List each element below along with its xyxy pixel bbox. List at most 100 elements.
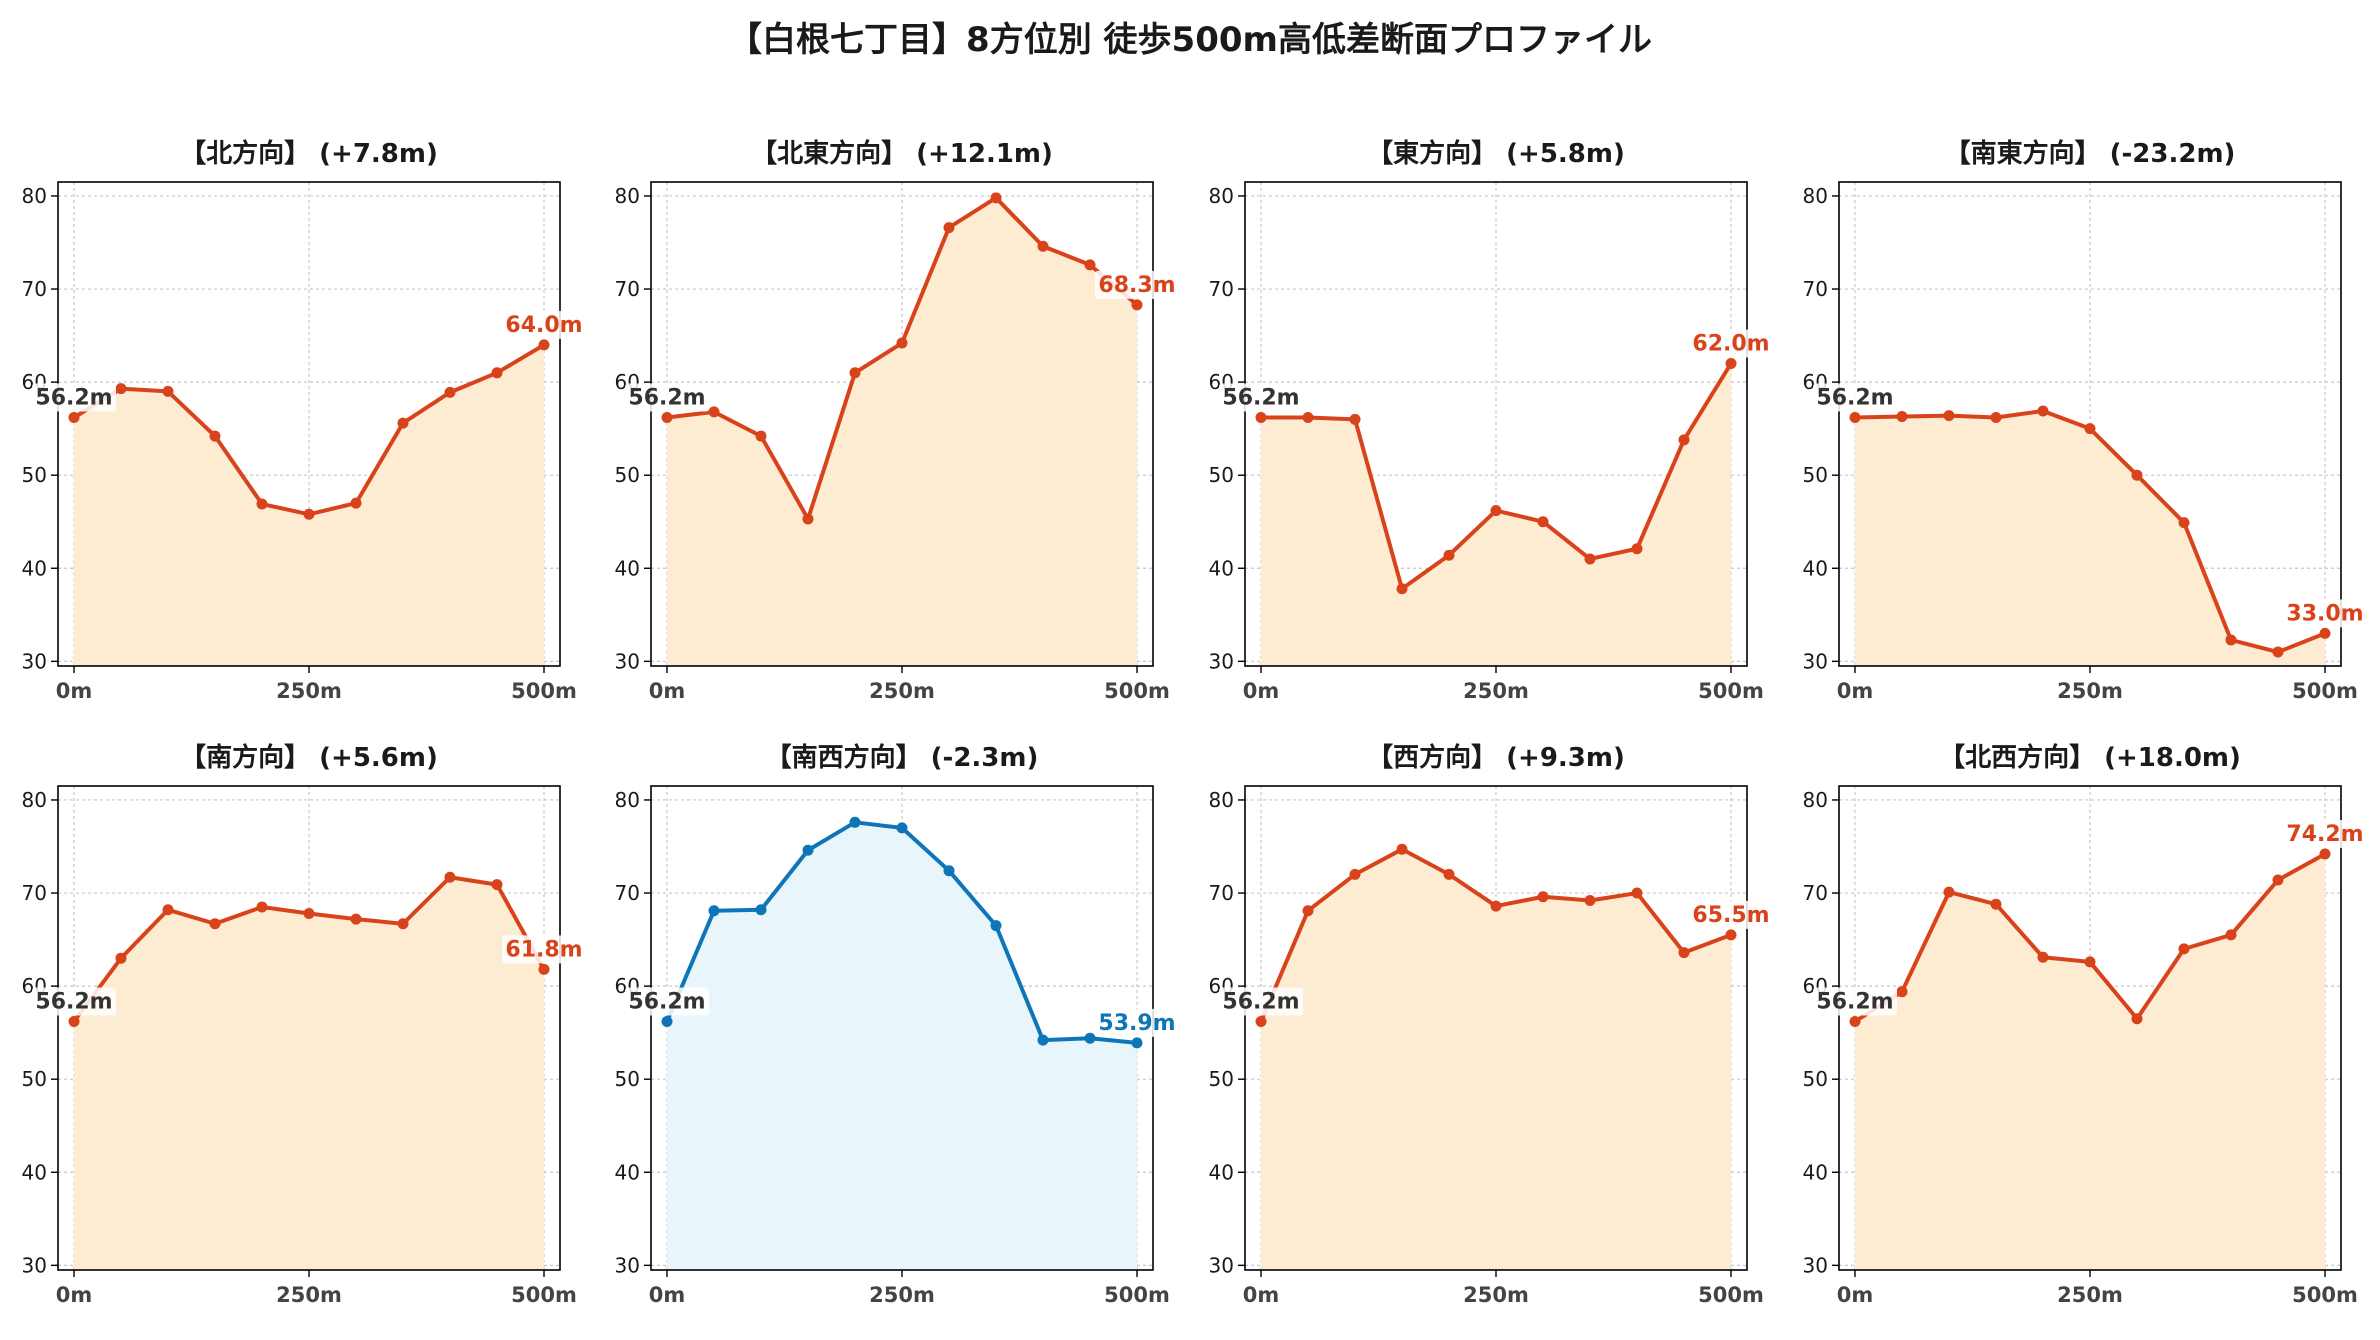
data-point [303,508,315,520]
x-tick-label: 500m [511,1283,577,1307]
y-tick-label: 40 [1803,556,1828,580]
end-label-box [1095,270,1179,299]
data-point [802,844,814,856]
y-tick-label: 40 [1803,1160,1828,1184]
data-point [708,406,720,418]
data-point [1725,929,1737,941]
data-point [2037,951,2049,963]
chart-title: 【東方向】 (+5.8m) [1367,138,1625,169]
x-tick-label: 250m [276,1283,342,1307]
data-point [1584,553,1596,565]
area-fill [74,344,544,666]
data-point [68,411,80,423]
end-label: 65.5m [1692,903,1769,928]
end-label-box [1095,1008,1179,1037]
data-point [209,918,221,930]
data-point [755,430,767,442]
data-point [1255,1015,1267,1027]
x-tick-label: 0m [56,679,93,703]
start-label: 56.2m [35,385,112,410]
data-point [115,952,127,964]
data-point [2272,874,2284,886]
data-point [1678,947,1690,959]
data-point [2319,627,2331,639]
start-label: 56.2m [1222,385,1299,410]
data-point [1302,411,1314,423]
y-tick-label: 70 [1209,881,1234,905]
y-tick-label: 40 [22,1160,47,1184]
x-tick-label: 0m [1243,679,1280,703]
data-point [1490,900,1502,912]
y-tick-label: 70 [22,277,47,301]
start-label-box [1813,987,1897,1016]
x-tick-label: 500m [1104,679,1170,703]
x-tick-label: 500m [511,679,577,703]
data-point [755,904,767,916]
end-label-box [2283,599,2367,628]
area-fill [1855,410,2325,666]
y-tick-label: 80 [1209,184,1234,208]
start-label: 56.2m [1222,989,1299,1014]
x-tick-label: 500m [1698,1283,1764,1307]
start-label: 56.2m [1816,989,1893,1014]
area-fill [74,877,544,1270]
data-point [256,498,268,510]
data-point [990,920,1002,932]
start-label-box [32,987,116,1016]
chart-title: 【南西方向】 (-2.3m) [766,742,1039,773]
data-point [1131,1037,1143,1049]
y-tick-label: 80 [1803,788,1828,812]
data-point [491,367,503,379]
y-tick-label: 70 [615,881,640,905]
data-point [1990,411,2002,423]
y-tick-label: 40 [615,556,640,580]
data-point [1131,299,1143,311]
data-point [1678,434,1690,446]
data-point [1537,891,1549,903]
data-point [2084,423,2096,435]
y-tick-label: 30 [22,649,47,673]
y-tick-label: 70 [22,881,47,905]
data-point [162,385,174,397]
end-label: 68.3m [1098,273,1175,298]
end-label-box [1689,900,1773,929]
data-point [661,411,673,423]
end-label-box [502,310,586,339]
area-fill [667,197,1137,667]
y-tick-label: 50 [22,1067,47,1091]
data-point [2272,646,2284,658]
x-tick-label: 500m [2292,679,2358,703]
data-point [68,1015,80,1027]
data-point [2225,634,2237,646]
data-point [1537,516,1549,528]
x-tick-label: 0m [1837,679,1874,703]
data-point [2178,943,2190,955]
x-tick-label: 250m [1463,679,1529,703]
data-point [303,908,315,920]
data-point [491,879,503,891]
data-point [1584,894,1596,906]
y-tick-label: 40 [615,1160,640,1184]
data-point [538,339,550,351]
data-point [1943,886,1955,898]
x-tick-label: 0m [1837,1283,1874,1307]
data-point [209,430,221,442]
area-fill [667,822,1137,1270]
end-label: 62.0m [1692,332,1769,357]
data-point [802,513,814,525]
start-label-box [32,383,116,412]
data-point [896,822,908,834]
start-label-box [1219,383,1303,412]
data-point [1990,898,2002,910]
data-point [1943,410,1955,422]
y-tick-label: 40 [22,556,47,580]
data-point [1849,1015,1861,1027]
x-tick-label: 500m [2292,1283,2358,1307]
end-label-box [502,935,586,964]
